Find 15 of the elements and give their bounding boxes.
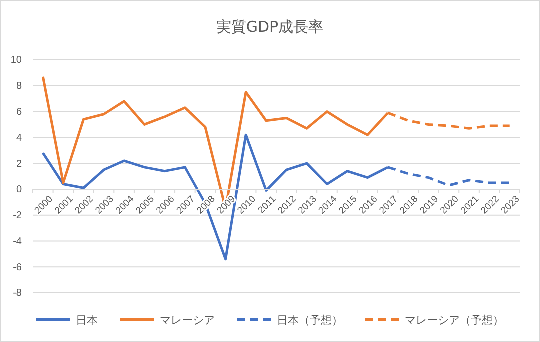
y-tick-label: -6 (13, 262, 22, 274)
legend-label: マレーシア（予想） (405, 314, 504, 327)
y-tick-label: 2 (16, 158, 22, 170)
y-tick-label: 0 (16, 184, 22, 196)
y-tick-label: 6 (16, 106, 22, 118)
legend-label: 日本（予想） (277, 314, 343, 327)
chart-title: 実質GDP成長率 (216, 18, 324, 36)
legend-label: マレーシア (160, 314, 215, 327)
y-tick-label: -4 (13, 236, 22, 248)
y-tick-label: -2 (13, 210, 22, 222)
legend-label: 日本 (76, 314, 98, 327)
y-tick-label: -8 (13, 288, 22, 300)
y-tick-label: 4 (16, 132, 22, 144)
y-tick-label: 10 (10, 55, 22, 66)
y-tick-label: 8 (16, 81, 22, 92)
